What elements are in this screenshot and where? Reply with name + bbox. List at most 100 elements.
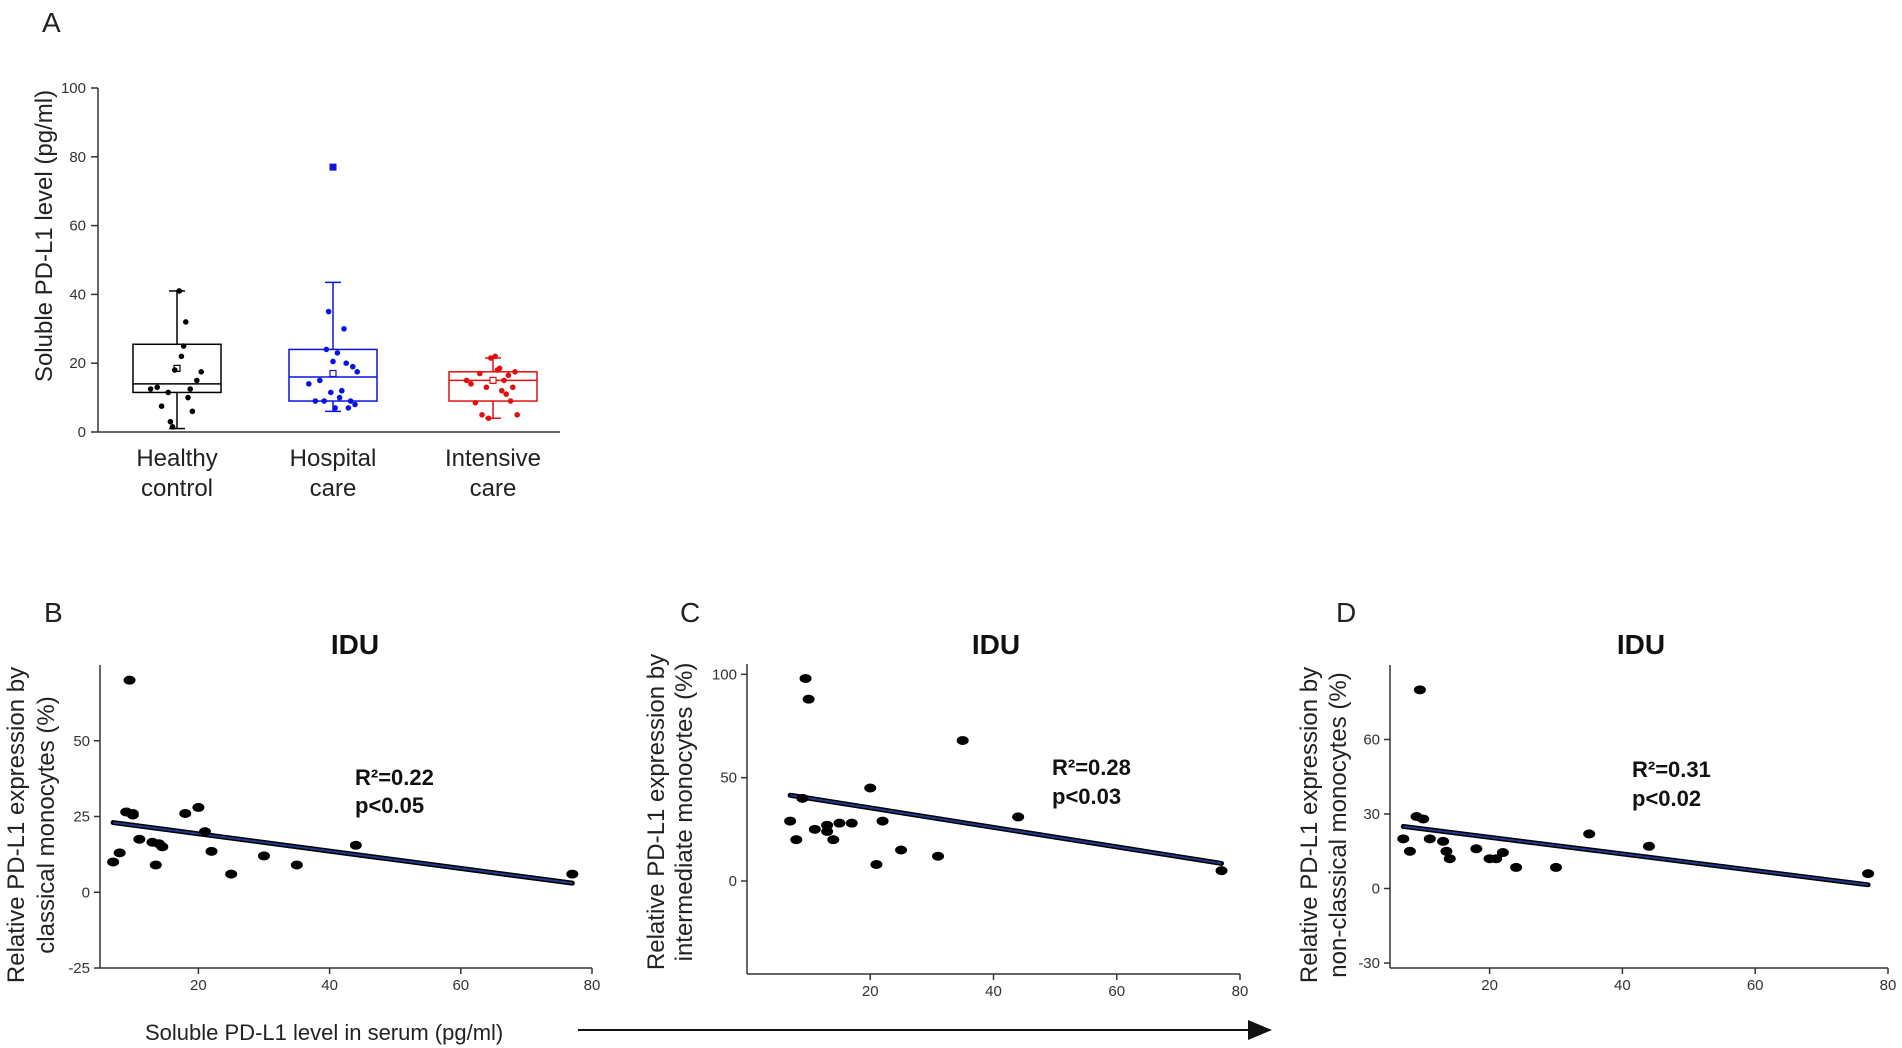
data-point-2-5 <box>485 415 492 422</box>
r-squared-b: R²=0.22 <box>355 765 434 790</box>
y-axis-title-a: Soluble PD-L1 level (pg/ml) <box>31 90 58 382</box>
scatter-plot-c: 0 50 100 20 40 60 80 <box>712 664 1248 1000</box>
data-point-c-8 <box>827 835 840 845</box>
mean-marker-2 <box>489 376 497 384</box>
panel-letter-c: C <box>680 597 700 628</box>
y-tick-label-b-1: 0 <box>82 884 90 901</box>
y-tick-label-b-3: 50 <box>73 733 90 750</box>
data-point-d-11 <box>1490 854 1503 864</box>
r-squared-c: R²=0.28 <box>1052 755 1131 780</box>
regression-line-d <box>1403 825 1869 886</box>
box-1 <box>288 348 378 402</box>
data-point-0-1 <box>154 384 160 391</box>
data-point-1-13 <box>347 398 354 404</box>
chart-title-c: IDU <box>972 629 1020 660</box>
box-2 <box>448 371 538 402</box>
scatter-plot-b: -25 0 25 50 20 40 60 80 <box>68 665 600 994</box>
x-tick-label-c-1: 40 <box>985 983 1002 1000</box>
y-tick-label-a-5: 100 <box>61 80 86 97</box>
data-point-b-0 <box>107 857 120 867</box>
category-label-intensive-2: care <box>470 475 517 502</box>
panel-letter-a: A <box>42 7 61 38</box>
data-point-1-10 <box>341 326 347 332</box>
panel-c: C IDU Relative PD-L1 expression by inter… <box>643 597 1131 970</box>
x-tick-label-d-3: 80 <box>1880 977 1897 994</box>
data-point-d-3 <box>1413 685 1426 695</box>
data-point-d-15 <box>1583 829 1596 839</box>
data-point-c-14 <box>895 845 908 855</box>
y-axis-title-c-line2: intermediate monocytes (%) <box>671 663 698 962</box>
data-point-1-9 <box>339 387 345 394</box>
panel-a: A Soluble PD-L1 level (pg/ml) 0 20 40 60 80 1… <box>31 7 560 502</box>
x-tick-label-c-2: 60 <box>1108 983 1125 1000</box>
data-point-b-11 <box>179 808 192 818</box>
data-point-0-3 <box>165 389 171 396</box>
data-point-0-5 <box>169 424 176 430</box>
data-point-d-5 <box>1423 834 1436 844</box>
data-point-0-14 <box>198 369 204 375</box>
data-point-b-13 <box>198 827 211 837</box>
data-point-2-17 <box>496 365 503 372</box>
data-point-1-6 <box>328 389 334 396</box>
chart-title-b: IDU <box>331 629 379 660</box>
panel-letter-b: B <box>44 597 63 628</box>
data-point-2-2 <box>472 399 479 406</box>
data-point-0-11 <box>189 408 196 415</box>
data-point-c-4 <box>802 694 815 704</box>
panel-b: B IDU Relative PD-L1 expression by class… <box>3 597 434 983</box>
category-label-healthy-2: control <box>141 475 213 502</box>
y-tick-label-a-1: 20 <box>69 355 86 372</box>
data-point-1-2 <box>321 398 328 404</box>
data-point-2-4 <box>479 412 485 418</box>
chart-title-d: IDU <box>1617 629 1665 660</box>
data-point-0-4 <box>167 418 174 425</box>
y-tick-label-a-0: 0 <box>78 424 86 441</box>
x-tick-label-b-3: 80 <box>584 977 601 994</box>
box-0 <box>132 343 222 394</box>
data-point-2-18 <box>483 384 490 391</box>
data-point-b-12 <box>192 802 205 812</box>
data-point-2-7 <box>492 353 499 360</box>
data-point-c-1 <box>790 835 803 845</box>
data-point-c-12 <box>870 859 883 869</box>
data-point-b-10 <box>156 842 169 852</box>
p-value-b: p<0.05 <box>355 793 424 818</box>
data-point-2-15 <box>512 369 518 375</box>
category-label-hospital-2: care <box>310 475 357 502</box>
data-point-d-4 <box>1417 814 1430 824</box>
x-tick-label-d-2: 60 <box>1747 977 1764 994</box>
y-axis-title-c-line1: Relative PD-L1 expression by <box>643 654 670 970</box>
data-point-b-6 <box>133 834 146 844</box>
category-label-hospital-1: Hospital <box>290 445 377 472</box>
data-point-0-6 <box>176 288 182 294</box>
outlier-1-0 <box>329 163 337 171</box>
data-point-b-5 <box>126 810 139 820</box>
data-point-b-3 <box>123 675 136 685</box>
data-point-d-7 <box>1440 846 1453 856</box>
x-tick-label-b-2: 60 <box>452 977 469 994</box>
data-point-2-6 <box>488 355 494 361</box>
y-tick-label-d-2: 30 <box>1363 806 1380 823</box>
y-tick-label-a-4: 80 <box>69 149 86 166</box>
data-point-d-8 <box>1443 854 1456 864</box>
data-point-b-14 <box>205 846 218 856</box>
data-point-c-9 <box>833 818 846 828</box>
data-point-d-16 <box>1642 841 1655 851</box>
r-squared-d: R²=0.31 <box>1632 757 1711 782</box>
data-point-0-13 <box>187 386 193 392</box>
panel-d: D IDU Relative PD-L1 expression by non-c… <box>1296 597 1711 983</box>
data-point-1-8 <box>334 350 341 356</box>
data-point-0-2 <box>158 403 165 410</box>
data-point-c-0 <box>784 816 797 826</box>
data-point-1-3 <box>317 377 323 384</box>
data-point-c-5 <box>808 824 821 834</box>
data-point-c-2 <box>796 793 809 803</box>
data-point-1-12 <box>345 405 352 411</box>
data-point-d-0 <box>1397 834 1410 844</box>
data-point-1-11 <box>343 360 350 367</box>
data-point-2-13 <box>507 398 514 404</box>
data-point-1-7 <box>332 405 339 411</box>
data-point-b-1 <box>113 848 126 858</box>
data-point-d-1 <box>1403 846 1416 856</box>
data-point-b-8 <box>149 860 162 870</box>
